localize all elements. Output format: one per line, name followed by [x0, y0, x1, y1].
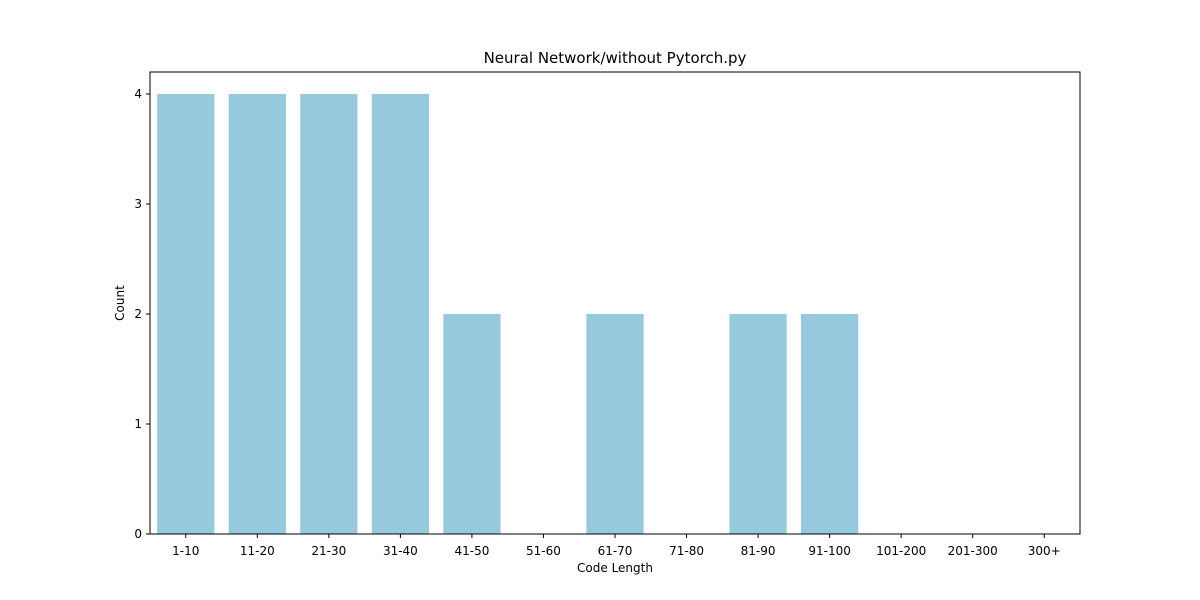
x-tick-label: 1-10 [172, 544, 199, 558]
x-axis-label: Code Length [577, 561, 653, 575]
bar-91-100 [801, 314, 859, 534]
y-tick-label: 0 [134, 527, 142, 541]
bar-81-90 [729, 314, 787, 534]
y-tick-label: 4 [134, 87, 142, 101]
chart-title: Neural Network/without Pytorch.py [484, 49, 747, 67]
x-tick-label: 51-60 [526, 544, 561, 558]
x-tick-label: 11-20 [240, 544, 275, 558]
x-tick-label: 71-80 [669, 544, 704, 558]
x-tick-label: 81-90 [741, 544, 776, 558]
y-axis: 0 1 2 3 4 [134, 87, 150, 541]
bar-21-30 [300, 94, 358, 534]
bar-31-40 [371, 94, 429, 534]
x-tick-label: 201-300 [948, 544, 998, 558]
x-tick-label: 21-30 [311, 544, 346, 558]
x-axis: 1-10 11-20 21-30 31-40 41-50 51-60 61-70 71-80 8… [172, 534, 1061, 558]
y-tick-label: 3 [134, 197, 142, 211]
bars-layer [157, 94, 859, 534]
bar-1-10 [157, 94, 215, 534]
x-tick-label: 91-100 [808, 544, 851, 558]
plot-frame [149, 71, 1081, 535]
y-tick-label: 2 [134, 307, 142, 321]
x-tick-label: 101-200 [876, 544, 926, 558]
y-axis-label: Count [113, 285, 127, 321]
y-tick-label: 1 [134, 417, 142, 431]
x-tick-label: 41-50 [454, 544, 489, 558]
x-tick-label: 31-40 [383, 544, 418, 558]
bar-41-50 [443, 314, 501, 534]
bar-11-20 [228, 94, 286, 534]
bar-61-70 [586, 314, 644, 534]
x-tick-label: 300+ [1028, 544, 1061, 558]
x-tick-label: 61-70 [598, 544, 633, 558]
